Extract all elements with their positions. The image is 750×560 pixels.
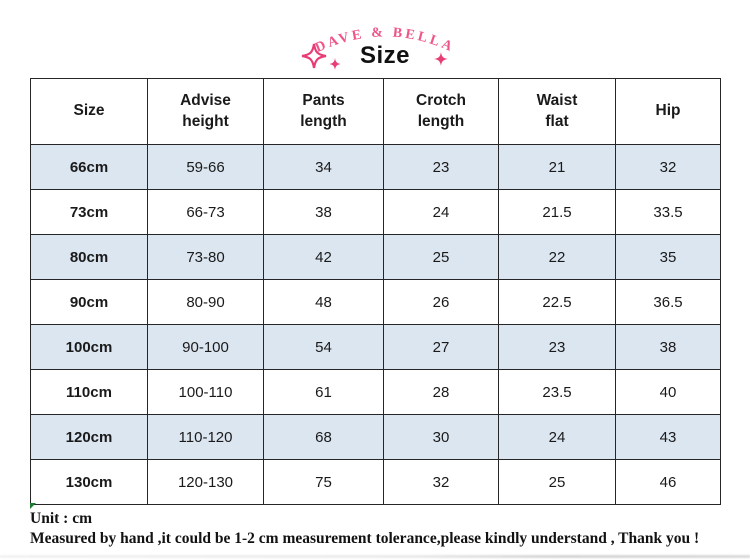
value-cell: 23 [383, 144, 499, 190]
sparkle-filled-icon [329, 58, 341, 70]
value-cell: 46 [615, 459, 721, 505]
value-cell: 25 [498, 459, 616, 505]
value-cell: 23 [498, 324, 616, 370]
brand-header-decor: DAVE & BELLA [301, 25, 454, 70]
value-cell: 110-120 [147, 414, 264, 460]
size-cell: 66cm [30, 144, 148, 190]
size-cell: 110cm [30, 369, 148, 415]
value-cell: 59-66 [147, 144, 264, 190]
table-row: 80cm 73-80 42 25 22 35 [30, 234, 721, 280]
value-cell: 66-73 [147, 189, 264, 235]
table-row: 120cm 110-120 68 30 24 43 [30, 414, 721, 460]
value-cell: 24 [383, 189, 499, 235]
header-cell: Advise height [147, 78, 264, 145]
table-row: 73cm 66-73 38 24 21.5 33.5 [30, 189, 721, 235]
table-row: 66cm 59-66 34 23 21 32 [30, 144, 721, 190]
value-cell: 28 [383, 369, 499, 415]
value-cell: 33.5 [615, 189, 721, 235]
size-cell: 130cm [30, 459, 148, 505]
sparkle-outline-icon [301, 43, 327, 69]
unit-note: Unit : cm [30, 510, 92, 527]
value-cell: 54 [263, 324, 384, 370]
value-cell: 38 [615, 324, 721, 370]
value-cell: 36.5 [615, 279, 721, 325]
header-cell: Waist flat [498, 78, 616, 145]
value-cell: 90-100 [147, 324, 264, 370]
value-cell: 21.5 [498, 189, 616, 235]
table-header-row: Size Advise height Pants length Crotch leng… [30, 78, 721, 145]
value-cell: 25 [383, 234, 499, 280]
value-cell: 73-80 [147, 234, 264, 280]
value-cell: 27 [383, 324, 499, 370]
excel-corner-marker [30, 503, 36, 509]
value-cell: 40 [615, 369, 721, 415]
table-row: 90cm 80-90 48 26 22.5 36.5 [30, 279, 721, 325]
value-cell: 80-90 [147, 279, 264, 325]
value-cell: 120-130 [147, 459, 264, 505]
size-table: Size Advise height Pants length Crotch leng… [30, 78, 721, 505]
value-cell: 23.5 [498, 369, 616, 415]
value-cell: 34 [263, 144, 384, 190]
value-cell: 75 [263, 459, 384, 505]
size-cell: 120cm [30, 414, 148, 460]
table-row: 110cm 100-110 61 28 23.5 40 [30, 369, 721, 415]
value-cell: 61 [263, 369, 384, 415]
value-cell: 24 [498, 414, 616, 460]
value-cell: 38 [263, 189, 384, 235]
header-cell: Pants length [263, 78, 384, 145]
value-cell: 22 [498, 234, 616, 280]
value-cell: 22.5 [498, 279, 616, 325]
table-row: 130cm 120-130 75 32 25 46 [30, 459, 721, 505]
tolerance-note: Measured by hand ,it could be 1-2 cm mea… [30, 529, 700, 547]
cutoff-text-artifact [0, 555, 750, 558]
value-cell: 32 [383, 459, 499, 505]
value-cell: 100-110 [147, 369, 264, 415]
header-cell: Crotch length [383, 78, 499, 145]
size-cell: 73cm [30, 189, 148, 235]
value-cell: 43 [615, 414, 721, 460]
size-cell: 80cm [30, 234, 148, 280]
value-cell: 26 [383, 279, 499, 325]
page-title: Size [359, 42, 411, 69]
table-row: 100cm 90-100 54 27 23 38 [30, 324, 721, 370]
header-cell: Hip [615, 78, 721, 145]
value-cell: 42 [263, 234, 384, 280]
value-cell: 32 [615, 144, 721, 190]
value-cell: 68 [263, 414, 384, 460]
size-cell: 90cm [30, 279, 148, 325]
header-cell: Size [30, 78, 148, 145]
value-cell: 48 [263, 279, 384, 325]
size-cell: 100cm [30, 324, 148, 370]
value-cell: 21 [498, 144, 616, 190]
value-cell: 30 [383, 414, 499, 460]
notes-block: Unit : cm Measured by hand ,it could be … [30, 510, 730, 550]
sparkle-filled-icon [434, 52, 448, 66]
value-cell: 35 [615, 234, 721, 280]
